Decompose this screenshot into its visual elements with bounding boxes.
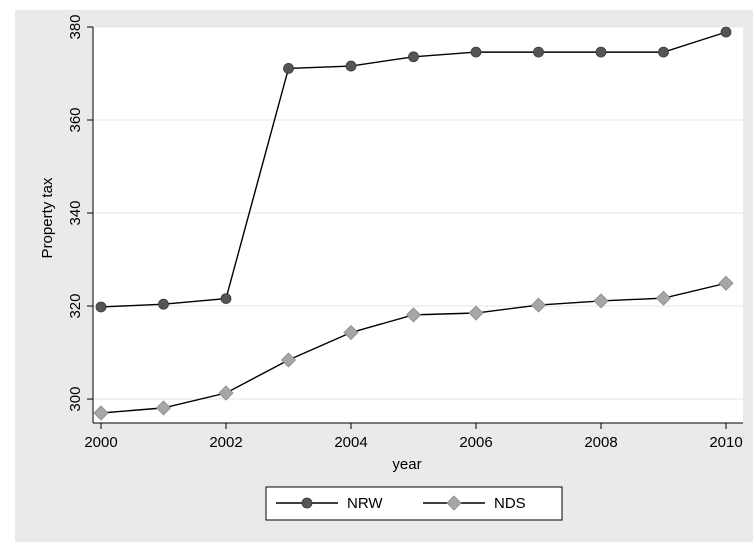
series-markers <box>93 26 734 421</box>
data-point-nds <box>405 307 422 323</box>
data-point-nrw <box>158 298 169 310</box>
data-point-nrw <box>408 51 419 63</box>
data-point-nds <box>218 385 234 401</box>
data-point-nrw <box>595 46 607 58</box>
data-point-nrw <box>533 46 544 58</box>
y-axis-title: Property tax <box>39 177 56 258</box>
data-point-nds <box>93 405 109 421</box>
x-tick-label: 2004 <box>334 434 367 451</box>
data-point-nrw <box>283 62 294 74</box>
data-point-nds <box>468 305 484 321</box>
y-tick-label: 320 <box>67 294 84 319</box>
x-tick-label: 2010 <box>709 434 742 451</box>
legend: NRW NDS <box>265 486 563 521</box>
data-point-nrw <box>720 26 732 38</box>
data-point-nrw <box>658 46 669 58</box>
plot-area <box>93 27 743 423</box>
data-point-nrw <box>345 60 357 72</box>
data-point-nds <box>155 400 172 416</box>
x-tick-label: 2002 <box>209 434 242 451</box>
x-axis-title: year <box>392 456 421 473</box>
legend-label-nrw: NRW <box>347 495 383 512</box>
y-tick-label: 360 <box>67 107 84 132</box>
legend-marker-nds <box>446 495 462 511</box>
data-point-nds <box>530 297 547 313</box>
x-tick-label: 2008 <box>584 434 617 451</box>
y-tick-label: 300 <box>67 387 84 412</box>
y-tick-label: 340 <box>67 201 84 226</box>
x-tick-label: 2000 <box>84 434 117 451</box>
data-point-nds <box>593 293 609 309</box>
legend-marker-nrw <box>301 497 313 509</box>
legend-label-nds: NDS <box>494 495 526 512</box>
x-tick-label: 2006 <box>459 434 492 451</box>
data-point-nds <box>343 324 359 341</box>
y-tick-label: 380 <box>67 14 84 39</box>
data-point-nds <box>655 290 672 306</box>
data-point-nds <box>718 275 734 291</box>
data-point-nrw <box>95 301 107 313</box>
axes: 300 320 340 360 380 2000 2002 2004 2006 2008 2010 <box>67 14 743 451</box>
data-point-nrw <box>470 46 482 58</box>
data-point-nds <box>280 352 297 368</box>
data-point-nrw <box>220 293 232 304</box>
